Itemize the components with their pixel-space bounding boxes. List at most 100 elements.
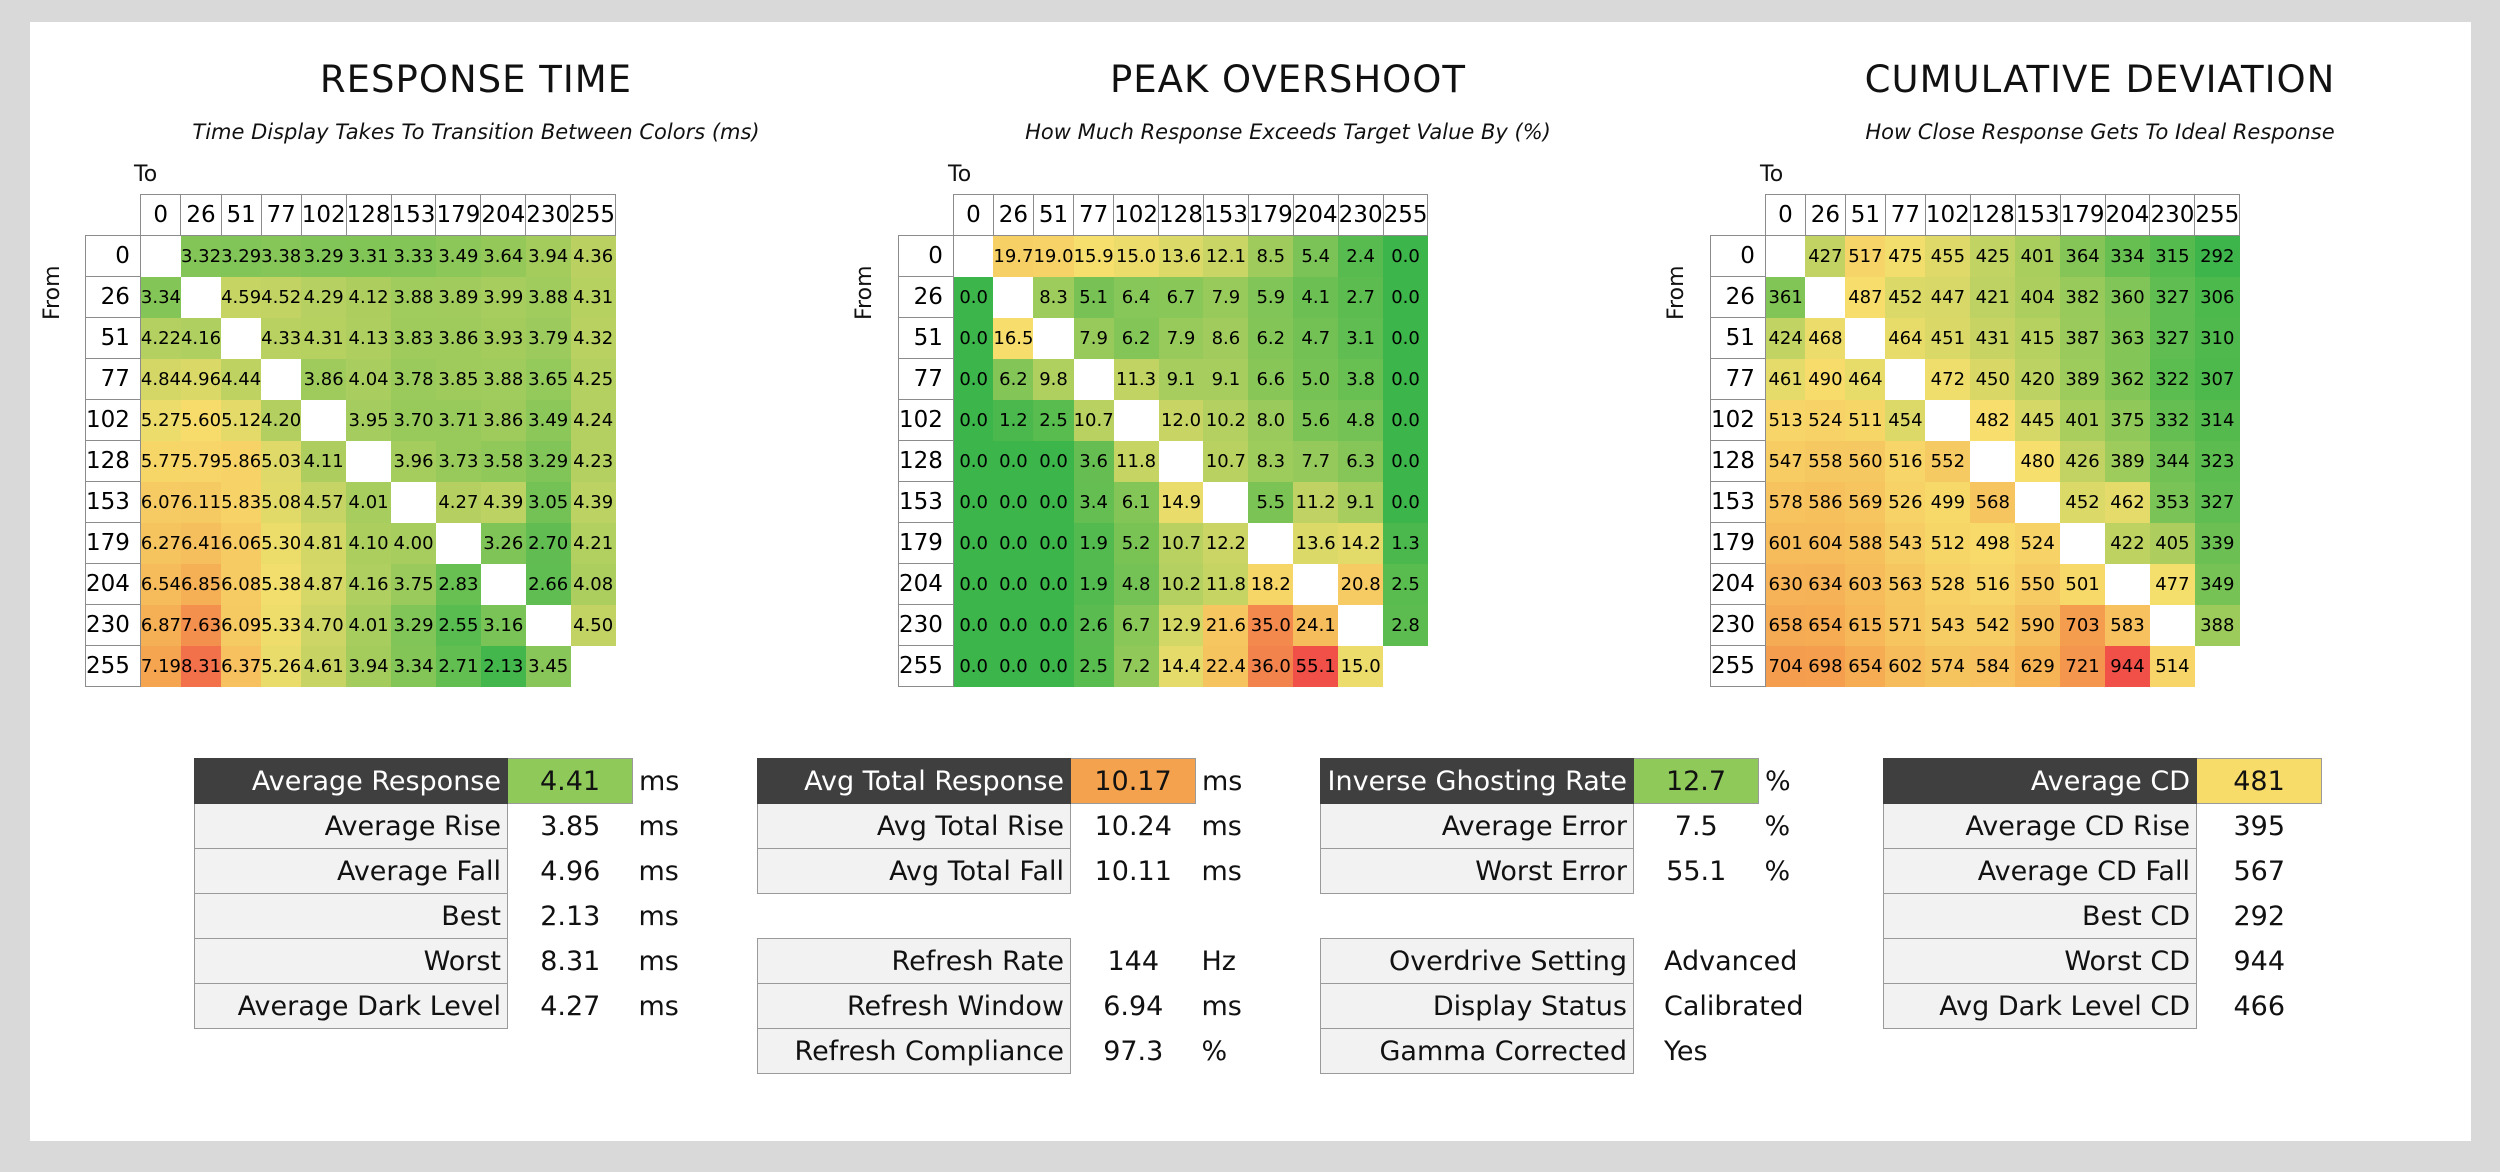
heatmap-cell: 2.5 <box>1073 645 1114 687</box>
heatmap-cell: 5.33 <box>261 604 302 646</box>
heatmap-row-label: 179 <box>898 522 954 564</box>
heatmap-cell: 5.1 <box>1073 276 1114 318</box>
stat-value: 55.1 <box>1666 855 1727 887</box>
heatmap-cell: 12.2 <box>1203 522 1249 564</box>
stat-value-highlight: 481 <box>2196 758 2322 804</box>
heatmap-cell: 334 <box>2105 235 2150 277</box>
heatmap-cell: 550 <box>2015 563 2061 605</box>
heatmap-cell: 10.7 <box>1073 399 1114 441</box>
heatmap-cell: 4.70 <box>301 604 347 646</box>
heatmap-cell: 5.9 <box>1248 276 1294 318</box>
heatmap-col-label: 51 <box>1032 194 1075 236</box>
stat-row: Refresh Rate 144 Hz <box>757 938 1263 984</box>
heatmap-cell: 5.60 <box>180 399 222 441</box>
heatmap-cell: 3.83 <box>391 317 436 359</box>
heatmap-row: 26 3.34 4.59 4.52 4.29 4.12 3.88 3.89 3.99 3.88 4.… <box>85 276 616 318</box>
heatmap-cell: 3.6 <box>1073 440 1114 482</box>
heatmap-cell: 654 <box>1805 604 1846 646</box>
stat-row: Best 2.13 ms <box>194 893 700 939</box>
heatmap-cell: 5.26 <box>261 645 302 687</box>
stat-label: Display Status <box>1320 983 1634 1029</box>
heatmap-cell: 5.5 <box>1248 481 1294 523</box>
heatmap-row: 179 0.0 0.0 0.0 1.9 5.2 10.7 12.2 13.6 14.2 1.3 <box>898 522 1428 564</box>
stat-unit: ms <box>1201 990 1242 1022</box>
heatmap-cell: 5.38 <box>261 563 302 605</box>
heatmap-row: 153 578 586 569 526 499 568 452 462 353 327 <box>1710 481 2240 523</box>
stat-label: Average Response <box>194 758 508 804</box>
heatmap-col-label: 26 <box>992 194 1034 236</box>
heatmap-cell: 516 <box>1970 563 2016 605</box>
heatmap-cell: 0.0 <box>1383 358 1428 400</box>
heatmap-cell: 344 <box>2149 440 2195 482</box>
heatmap-cell: 10.7 <box>1158 522 1204 564</box>
heatmap-row: 102 0.0 1.2 2.5 10.7 12.0 10.2 8.0 5.6 4.8 0.0 <box>898 399 1428 441</box>
heatmap-row: 77 461 490 464 472 450 420 389 362 322 307 <box>1710 358 2240 400</box>
heatmap-cell: 4.08 <box>570 563 616 605</box>
heatmap-cell: 11.2 <box>1293 481 1339 523</box>
heatmap-cell: 14.4 <box>1158 645 1204 687</box>
heatmap-cell: 3.16 <box>480 604 526 646</box>
stat-row: Average CD Fall 567 <box>1883 848 2322 894</box>
heatmap-cell-empty <box>1203 481 1249 523</box>
heatmap-cell: 389 <box>2060 358 2106 400</box>
stat-label: Average Fall <box>194 848 508 894</box>
heatmap-cell: 322 <box>2149 358 2195 400</box>
heatmap-cell: 14.9 <box>1158 481 1204 523</box>
heatmap-cell: 5.83 <box>221 481 262 523</box>
heatmap-cell-empty <box>261 358 302 400</box>
heatmap-cell: 4.24 <box>570 399 616 441</box>
stat-unit: ms <box>1201 855 1242 887</box>
heatmap-cell: 578 <box>1765 481 1806 523</box>
heatmap-cell: 362 <box>2105 358 2150 400</box>
stat-unit: % <box>1764 855 1791 887</box>
stat-row: Average Fall 4.96 ms <box>194 848 700 894</box>
heatmap-cell-empty <box>1765 235 1806 277</box>
stat-value: 466 <box>2233 990 2286 1022</box>
heatmap-cell: 513 <box>1765 399 1806 441</box>
stat-unit: % <box>1765 765 1791 797</box>
heatmap-row-label: 255 <box>85 645 141 687</box>
heatmap-cell: 4.1 <box>1293 276 1339 318</box>
chart-subtitle-peak-overshoot: How Much Response Exceeds Target Value B… <box>1025 120 1551 144</box>
heatmap-cell: 499 <box>1925 481 1971 523</box>
heatmap-header-row: 0 26 51 77 102 128 153 179 204 230 255 <box>1711 194 2241 236</box>
heatmap-col-label: 179 <box>1247 194 1294 236</box>
stat-unit: ms <box>1202 765 1243 797</box>
heatmap-cell: 10.2 <box>1158 563 1204 605</box>
stat-label: Avg Total Response <box>757 758 1071 804</box>
heatmap-cell-empty <box>570 645 616 687</box>
heatmap-cell-empty <box>1338 604 1384 646</box>
stat-unit: ms <box>1201 810 1242 842</box>
heatmap-cell: 4.33 <box>261 317 302 359</box>
heatmap-col-label: 179 <box>435 194 482 236</box>
heatmap-cell: 2.13 <box>480 645 526 687</box>
heatmap-row: 204 0.0 0.0 0.0 1.9 4.8 10.2 11.8 18.2 20.8 2.5 <box>898 563 1428 605</box>
stat-row: Refresh Window 6.94 ms <box>757 983 1263 1029</box>
heatmap-cell: 654 <box>1845 645 1886 687</box>
heatmap-cell: 3.64 <box>480 235 526 277</box>
heatmap-cell: 6.41 <box>180 522 222 564</box>
stat-value: 292 <box>2233 900 2286 932</box>
heatmap-row: 0 427 517 475 455 425 401 364 334 315 292 <box>1710 235 2240 277</box>
heatmap-col-label: 0 <box>1764 194 1806 236</box>
heatmap-cell: 2.5 <box>1383 563 1428 605</box>
heatmap-cell: 4.8 <box>1113 563 1159 605</box>
heatmap-cell: 349 <box>2194 563 2240 605</box>
stat-unit: Hz <box>1201 945 1236 977</box>
heatmap-row-label: 77 <box>898 358 954 400</box>
heatmap-corner <box>899 195 954 236</box>
heatmap-row: 255 7.19 8.31 6.37 5.26 4.61 3.94 3.34 2.71 2.13 3… <box>85 645 616 687</box>
heatmap-cell: 461 <box>1765 358 1806 400</box>
heatmap-cell: 6.7 <box>1113 604 1159 646</box>
stat-label: Average CD Rise <box>1883 803 2197 849</box>
heatmap-cell: 11.3 <box>1113 358 1159 400</box>
heatmap-cell: 0.0 <box>953 522 994 564</box>
heatmap-cell: 4.29 <box>301 276 347 318</box>
heatmap-header-row: 0 26 51 77 102 128 153 179 204 230 255 <box>86 194 617 236</box>
heatmap-cell: 588 <box>1845 522 1886 564</box>
heatmap-cell: 21.6 <box>1203 604 1249 646</box>
heatmap-cell: 3.38 <box>261 235 302 277</box>
heatmap-cell: 584 <box>1970 645 2016 687</box>
stat-label: Best <box>194 893 508 939</box>
heatmap-row: 153 6.07 6.11 5.83 5.08 4.57 4.01 4.27 4.39 3.05 4… <box>85 481 616 523</box>
